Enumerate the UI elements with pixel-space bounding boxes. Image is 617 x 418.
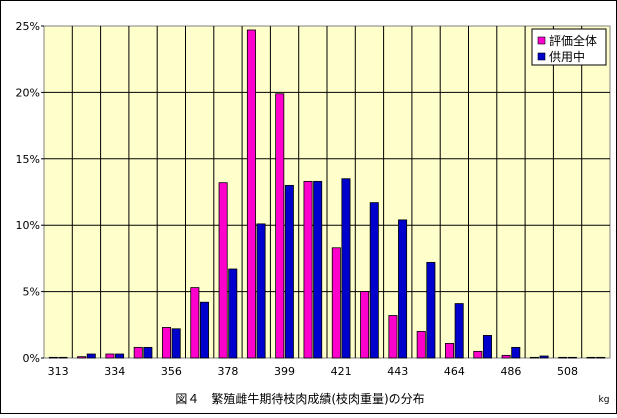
bar-series-2 — [115, 353, 125, 359]
bar-series-1 — [529, 356, 539, 359]
y-axis-ticks: 0% 5% 10% 15% 20% 25% — [16, 20, 44, 365]
grid-layer — [44, 26, 610, 358]
legend-swatch — [537, 36, 546, 45]
x-tick-label: 399 — [274, 365, 295, 378]
bar-series-2 — [58, 356, 68, 359]
x-tick-label: 313 — [48, 365, 69, 378]
bar-series-2 — [596, 356, 606, 359]
bar-series-1 — [388, 315, 398, 359]
bar-series-1 — [48, 356, 58, 359]
bar-series-1 — [190, 287, 200, 359]
bar-series-1 — [473, 350, 483, 359]
bar-series-1 — [416, 331, 426, 359]
bar-series-1 — [360, 291, 370, 359]
bar-series-1 — [558, 356, 568, 359]
y-tick-label: 15% — [16, 153, 40, 166]
bar-series-1 — [445, 342, 455, 359]
bar-series-1 — [218, 182, 228, 359]
bar-series-2 — [482, 335, 492, 359]
bar-series-1 — [303, 180, 313, 359]
x-axis-ticks: 313 334 356 378 399 421 443 464 486 508 — [48, 365, 578, 378]
bar-series-1 — [105, 353, 115, 359]
legend-label: 評価全体 — [549, 33, 597, 48]
y-tick-label: 0% — [23, 352, 40, 365]
x-tick-label: 464 — [444, 365, 465, 378]
bar-series-2 — [511, 346, 521, 359]
bar-series-1 — [77, 356, 87, 359]
bar-series-2 — [539, 355, 549, 359]
bar-series-2 — [228, 268, 238, 359]
bar-series-2 — [143, 346, 153, 359]
x-tick-label: 443 — [387, 365, 408, 378]
x-axis-unit: kg — [599, 395, 610, 405]
bar-series-2 — [426, 261, 436, 359]
y-tick-label: 5% — [23, 286, 40, 299]
y-tick-label: 20% — [16, 86, 40, 99]
x-tick-label: 334 — [104, 365, 125, 378]
bar-series-1 — [162, 327, 172, 359]
legend-label: 供用中 — [549, 49, 585, 64]
bar-series-1 — [133, 346, 143, 359]
bar-series-2 — [454, 303, 464, 359]
y-tick-label: 10% — [16, 219, 40, 232]
bars-layer — [48, 29, 606, 359]
bar-series-1 — [275, 93, 285, 359]
bar-series-2 — [284, 184, 294, 359]
bar-series-2 — [256, 223, 266, 359]
legend-swatch — [537, 52, 546, 61]
y-tick-label: 25% — [16, 20, 40, 33]
chart-title: 図４ 繁殖雌牛期待枝肉成績(枝肉重量)の分布 — [175, 391, 424, 406]
bar-series-2 — [369, 202, 379, 359]
bar-series-2 — [171, 328, 181, 359]
bar-series-2 — [86, 353, 96, 359]
bar-series-1 — [586, 356, 596, 359]
x-tick-label: 378 — [217, 365, 238, 378]
x-tick-label: 508 — [557, 365, 578, 378]
bar-series-1 — [501, 354, 511, 359]
bar-series-2 — [341, 178, 351, 359]
bar-series-2 — [313, 180, 323, 359]
x-tick-label: 421 — [331, 365, 352, 378]
bar-series-2 — [199, 301, 209, 359]
bar-series-2 — [567, 356, 577, 359]
bar-series-1 — [246, 29, 256, 359]
bar-series-1 — [331, 247, 341, 359]
x-tick-label: 486 — [500, 365, 521, 378]
bar-series-2 — [398, 219, 408, 359]
x-tick-label: 356 — [161, 365, 182, 378]
